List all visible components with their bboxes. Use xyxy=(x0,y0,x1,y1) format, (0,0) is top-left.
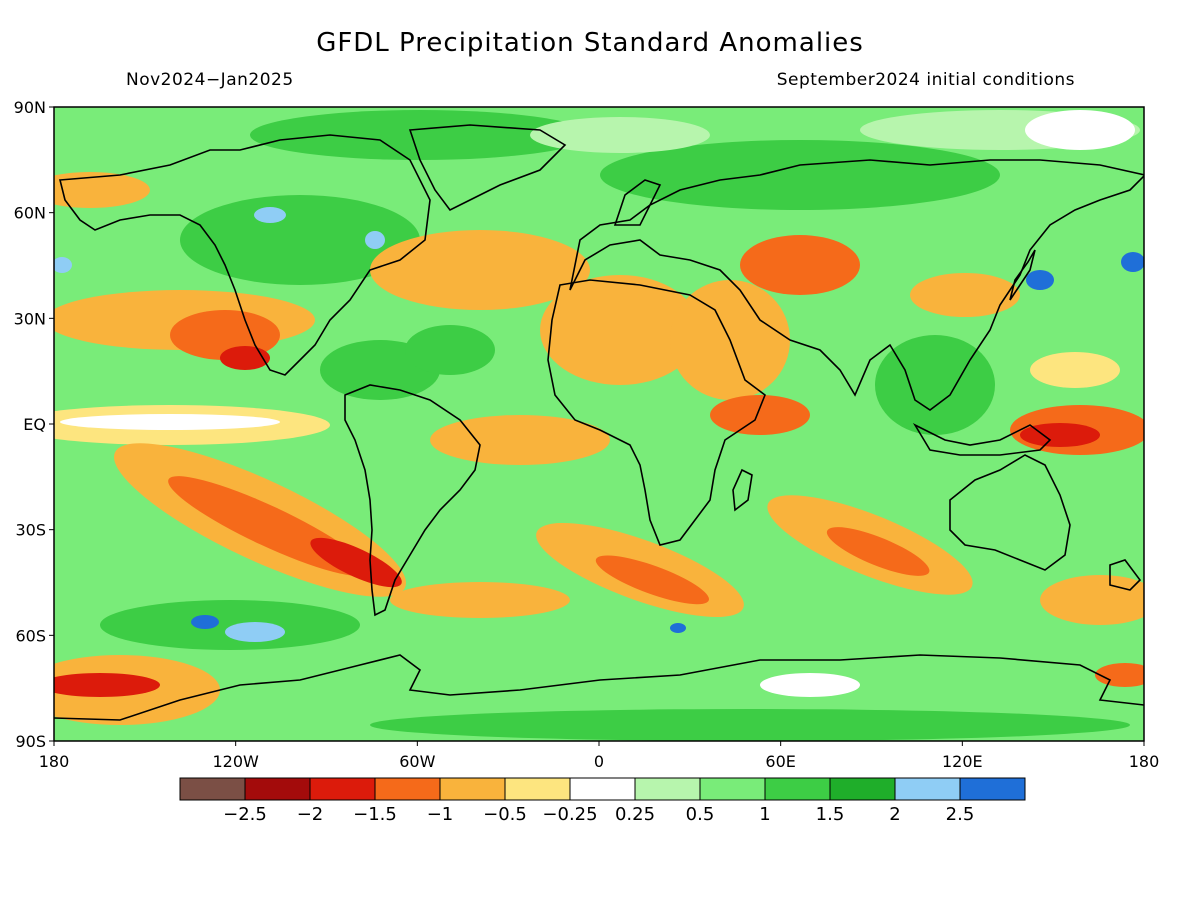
anomaly-dry xyxy=(430,415,610,465)
anomaly-dry xyxy=(540,275,700,385)
anomaly-slightly-dry xyxy=(1030,352,1120,388)
lon-tick-label: 180 xyxy=(39,752,70,771)
anomaly-very-wet xyxy=(365,231,385,249)
lat-tick-label: 30S xyxy=(15,521,46,540)
anomaly-extreme-dry xyxy=(220,346,270,370)
colorbar-swatch xyxy=(504,777,571,801)
lon-tick-label: 120E xyxy=(942,752,983,771)
coastline-north-america xyxy=(58,134,431,376)
anomaly-extreme-wet xyxy=(670,623,686,633)
colorbar-swatch xyxy=(829,777,896,801)
lon-tick-label: 60W xyxy=(399,752,435,771)
colorbar-swatch xyxy=(374,777,441,801)
coastline-africa xyxy=(547,279,766,546)
colorbar-label: −1.5 xyxy=(353,804,397,825)
colorbar-label: −1 xyxy=(427,804,454,825)
coastline-antarctica xyxy=(54,654,1144,721)
colorbar-swatch xyxy=(439,777,506,801)
anomaly-neutral xyxy=(760,673,860,697)
anomaly-dry xyxy=(910,273,1020,317)
anomaly-extreme-wet xyxy=(191,615,219,629)
anomaly-moist xyxy=(530,117,710,153)
colorbar-swatch xyxy=(764,777,831,801)
anomaly-extreme-wet xyxy=(1121,252,1144,272)
anomaly-wet xyxy=(600,140,1000,210)
map-field xyxy=(54,107,1144,741)
chart-title: GFDL Precipitation Standard Anomalies xyxy=(316,28,864,58)
colorbar-swatch xyxy=(309,777,376,801)
coastline-greenland xyxy=(408,124,567,212)
anomaly-wet xyxy=(405,325,495,375)
anomaly-dry xyxy=(1040,575,1144,625)
coastline-australia xyxy=(949,454,1071,571)
colorbar-label: 0.25 xyxy=(615,804,655,825)
anomaly-very-dry xyxy=(710,395,810,435)
anomaly-extreme-dry xyxy=(1020,423,1100,447)
coastline-madagascar xyxy=(732,468,753,512)
colorbar-swatch xyxy=(244,777,311,801)
colorbar-swatch xyxy=(894,777,961,801)
colorbar-swatch xyxy=(959,777,1026,801)
anomaly-dry xyxy=(54,172,150,208)
anomaly-wet xyxy=(875,335,995,435)
anomaly-extreme-wet xyxy=(1026,270,1054,290)
colorbar-label: −2.5 xyxy=(223,804,267,825)
colorbar-label: −0.5 xyxy=(483,804,527,825)
anomaly-band xyxy=(767,495,973,595)
anomaly-neutral xyxy=(60,414,280,430)
colorbar: −2.5 −2 −1.5 −1 −0.5 −0.25 0.25 0.5 1 1.5 2 2.5 xyxy=(179,777,1026,825)
colorbar-label: 2.5 xyxy=(946,804,975,825)
colorbar-label: 0.5 xyxy=(686,804,715,825)
coastlines xyxy=(54,124,1144,721)
lat-tick-label: EQ xyxy=(23,415,46,434)
anomaly-wet xyxy=(180,195,420,285)
colorbar-label: 2 xyxy=(889,804,900,825)
anomaly-very-dry xyxy=(1095,663,1144,687)
colorbar-swatch xyxy=(179,777,246,801)
coastline-new-zealand xyxy=(1109,559,1142,591)
colorbar-label: 1 xyxy=(759,804,770,825)
colorbar-swatch xyxy=(569,777,636,801)
anomaly-band xyxy=(310,537,402,588)
colorbar-label: −2 xyxy=(297,804,324,825)
anomaly-wet xyxy=(250,110,590,160)
colorbar-swatch xyxy=(699,777,766,801)
lat-tick-label: 90N xyxy=(14,98,46,117)
coastline-eurasia xyxy=(569,159,1144,411)
coastline-indonesia xyxy=(912,423,1052,456)
lon-tick-label: 60E xyxy=(765,752,795,771)
lat-tick-label: 90S xyxy=(15,732,46,751)
coastline-japan xyxy=(1009,249,1036,301)
anomaly-wet xyxy=(100,600,360,650)
coastline-scandinavia xyxy=(613,179,662,226)
colorbar-label: −0.25 xyxy=(542,804,597,825)
colorbar-swatch xyxy=(634,777,701,801)
anomaly-dry xyxy=(390,582,570,618)
coastline-south-america xyxy=(344,384,481,617)
lon-tick-label: 120W xyxy=(212,752,259,771)
anomaly-very-wet xyxy=(54,257,72,273)
lat-tick-label: 60N xyxy=(14,204,46,223)
anomaly-band xyxy=(536,522,744,618)
anomaly-very-wet xyxy=(254,207,286,223)
anomaly-very-dry xyxy=(740,235,860,295)
lon-tick-label: 180 xyxy=(1129,752,1160,771)
anomaly-very-wet xyxy=(225,622,285,642)
colorbar-label: 1.5 xyxy=(816,804,845,825)
lat-tick-label: 30N xyxy=(14,309,46,328)
initial-conditions: September2024 initial conditions xyxy=(776,70,1075,90)
anomaly-wet xyxy=(370,709,1130,741)
anomaly-neutral xyxy=(1025,110,1135,150)
forecast-period: Nov2024−Jan2025 xyxy=(126,70,294,90)
anomaly-dry xyxy=(370,230,590,310)
lon-tick-label: 0 xyxy=(594,752,604,771)
lat-tick-label: 60S xyxy=(15,626,46,645)
anomaly-extreme-dry xyxy=(54,673,160,697)
